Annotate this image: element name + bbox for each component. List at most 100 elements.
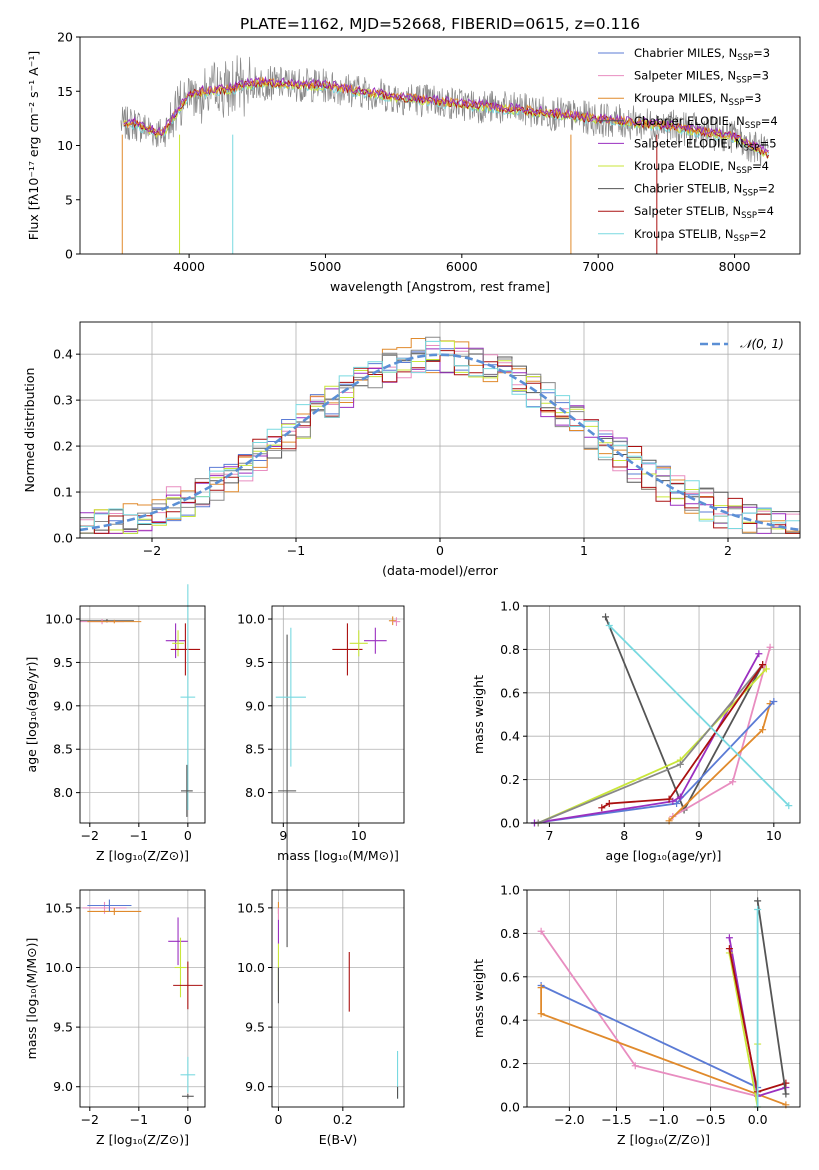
y-tick-label: 0.3: [53, 393, 73, 408]
x-tick-label: −1.5: [601, 1112, 631, 1127]
y-tick-label: 0.8: [500, 642, 520, 657]
y-tick-label: 10.0: [237, 960, 265, 975]
y-tick-label: 0.2: [500, 1056, 520, 1071]
legend-entry: Salpeter STELIB, NSSP=4: [634, 204, 774, 221]
axes-frame: [526, 605, 801, 824]
weight-marker: [770, 697, 778, 705]
y-tick-label: 9.0: [53, 698, 73, 713]
axes-frame: [79, 605, 206, 824]
plot-area-mass_vs_Z: [82, 899, 203, 1099]
data-point: [82, 901, 127, 914]
weight-line: [540, 984, 758, 1089]
weight-marker: [782, 1090, 790, 1098]
weight-marker: [766, 643, 774, 651]
residual-histogram: [80, 350, 800, 534]
plot-area-age_vs_mass: [275, 616, 401, 948]
x-tick-label: 1: [580, 543, 588, 558]
x-tick-label: 7000: [582, 259, 614, 274]
x-tick-label: −1: [130, 828, 148, 843]
x-tick-label: −1: [287, 543, 305, 558]
weight-marker: [537, 927, 545, 935]
weight-marker: [605, 799, 613, 807]
y-tick-label: 8.5: [245, 742, 265, 757]
y-tick-label: 9.5: [53, 1020, 73, 1035]
x-tick-label: 6000: [446, 259, 478, 274]
weight-marker: [755, 650, 763, 658]
weight-marker: [605, 622, 613, 630]
y-tick-label: 10.0: [45, 960, 73, 975]
x-tick-label: 10: [766, 828, 782, 843]
x-tick-label: −1.0: [648, 1112, 678, 1127]
y-tick-label: 0.0: [500, 816, 520, 831]
x-tick-label: 0: [184, 828, 192, 843]
y-tick-label: 0.4: [500, 729, 520, 744]
y-axis-label: mass weight: [471, 675, 486, 754]
data-point: [275, 627, 306, 767]
legend-entry: Chabrier ELODIE, NSSP=4: [634, 114, 778, 131]
weight-marker: [725, 934, 733, 942]
axes-residuals: −2 −1 0 1 2 0.0 0.1 0.2 0.3 0.4 (data-model)/error…: [22, 321, 801, 578]
weight-line: [728, 952, 759, 1108]
y-tick-label: 0.6: [500, 969, 520, 984]
data-point: [174, 937, 187, 998]
data-point: [180, 764, 193, 817]
legend-entry: Chabrier STELIB, NSSP=2: [634, 182, 775, 199]
plot-area-age_vs_Z: [80, 584, 201, 817]
weight-marker: [759, 726, 767, 734]
data-point: [168, 917, 188, 966]
x-axis-label: Z [log₁₀(Z/Z⊙)]: [617, 1132, 710, 1147]
x-tick-label: 7: [545, 828, 553, 843]
x-tick-label: 2: [724, 543, 732, 558]
legend-entry: Kroupa ELODIE, NSSP=4: [634, 159, 769, 176]
axes-frame: [271, 889, 405, 1108]
axes-mass_vs_EBV: 0 0.2 9.0 9.5 10.0 10.5 E(B-V): [237, 889, 405, 1147]
x-tick-label: 5000: [310, 259, 342, 274]
data-point: [392, 617, 401, 626]
x-axis-label: E(B-V): [319, 1132, 358, 1147]
weight-marker: [729, 778, 737, 786]
x-tick-label: −2: [81, 1112, 99, 1127]
weight-marker: [537, 1010, 545, 1018]
data-point: [173, 961, 203, 1010]
x-tick-label: 0.2: [333, 1112, 353, 1127]
data-point: [87, 619, 142, 624]
weight-marker: [676, 760, 684, 768]
y-axis-label: Flux [fλ10⁻¹⁷ erg cm⁻² s⁻¹ A⁻¹]: [26, 51, 41, 240]
x-axis-label: (data-model)/error: [382, 563, 499, 578]
axes-spectrum: 4000 5000 6000 7000 8000 0 5 10 15 20 wavelength […: [26, 30, 801, 294]
axes-age_vs_Z: −2 −1 0 8.0 8.5 9.0 9.5 10.0 Z [log₁₀(Z/Z⊙)] age …: [24, 584, 206, 863]
y-axis-label: Normed distribution: [22, 368, 37, 493]
plot-area-mass_vs_EBV: [277, 901, 399, 1099]
weight-marker: [669, 797, 677, 805]
axes-age_vs_mass: 9 10 8.0 8.5 9.0 9.5 10.0 mass [log₁₀(M/M⊙)]: [237, 605, 405, 948]
weight-marker: [676, 793, 684, 801]
axes-frame: [271, 605, 405, 824]
y-tick-label: 1.0: [500, 883, 520, 898]
y-tick-label: 10: [57, 138, 73, 153]
data-point: [364, 627, 387, 654]
axes-mass_vs_Z: −2 −1 0 9.0 9.5 10.0 10.5 Z [log₁₀(Z/Z⊙)] mass […: [24, 889, 206, 1147]
weight-line: [608, 624, 790, 807]
y-tick-label: 15: [57, 84, 73, 99]
data-point: [278, 634, 297, 948]
weight-marker: [754, 906, 762, 914]
x-axis-label: age [log₁₀(age/yr)]: [606, 848, 722, 863]
y-tick-label: 0.2: [500, 772, 520, 787]
x-tick-label: −0.5: [695, 1112, 725, 1127]
x-tick-label: 8: [620, 828, 628, 843]
plot-area-weight_vs_Z: [537, 897, 790, 1111]
x-tick-label: 9: [279, 828, 287, 843]
x-tick-label: 0: [436, 543, 444, 558]
y-tick-label: 0: [65, 247, 73, 262]
y-tick-label: 9.5: [245, 1020, 265, 1035]
y-tick-label: 8.0: [245, 785, 265, 800]
y-axis-label: age [log₁₀(age/yr)]: [24, 657, 39, 773]
x-tick-label: −2: [81, 828, 99, 843]
data-point: [180, 1056, 196, 1093]
y-tick-label: 0.4: [500, 1013, 520, 1028]
weight-marker: [759, 661, 767, 669]
y-tick-label: 0.6: [500, 685, 520, 700]
x-axis-label: mass [log₁₀(M/M⊙)]: [277, 848, 399, 863]
legend-entry: Salpeter MILES, NSSP=3: [634, 69, 769, 86]
